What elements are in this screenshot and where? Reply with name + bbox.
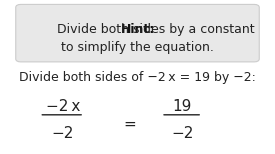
Text: 19: 19	[172, 99, 192, 114]
Text: −2 x: −2 x	[46, 99, 80, 114]
Text: Divide both sides of −2 x = 19 by −2:: Divide both sides of −2 x = 19 by −2:	[19, 71, 256, 83]
Text: Divide both sides by a constant: Divide both sides by a constant	[21, 23, 254, 36]
Text: Hint:: Hint:	[120, 23, 155, 36]
Text: −2: −2	[171, 126, 193, 140]
Text: −2: −2	[52, 126, 74, 140]
Text: =: =	[124, 117, 136, 132]
Text: to simplify the equation.: to simplify the equation.	[61, 41, 214, 54]
FancyBboxPatch shape	[16, 4, 259, 62]
